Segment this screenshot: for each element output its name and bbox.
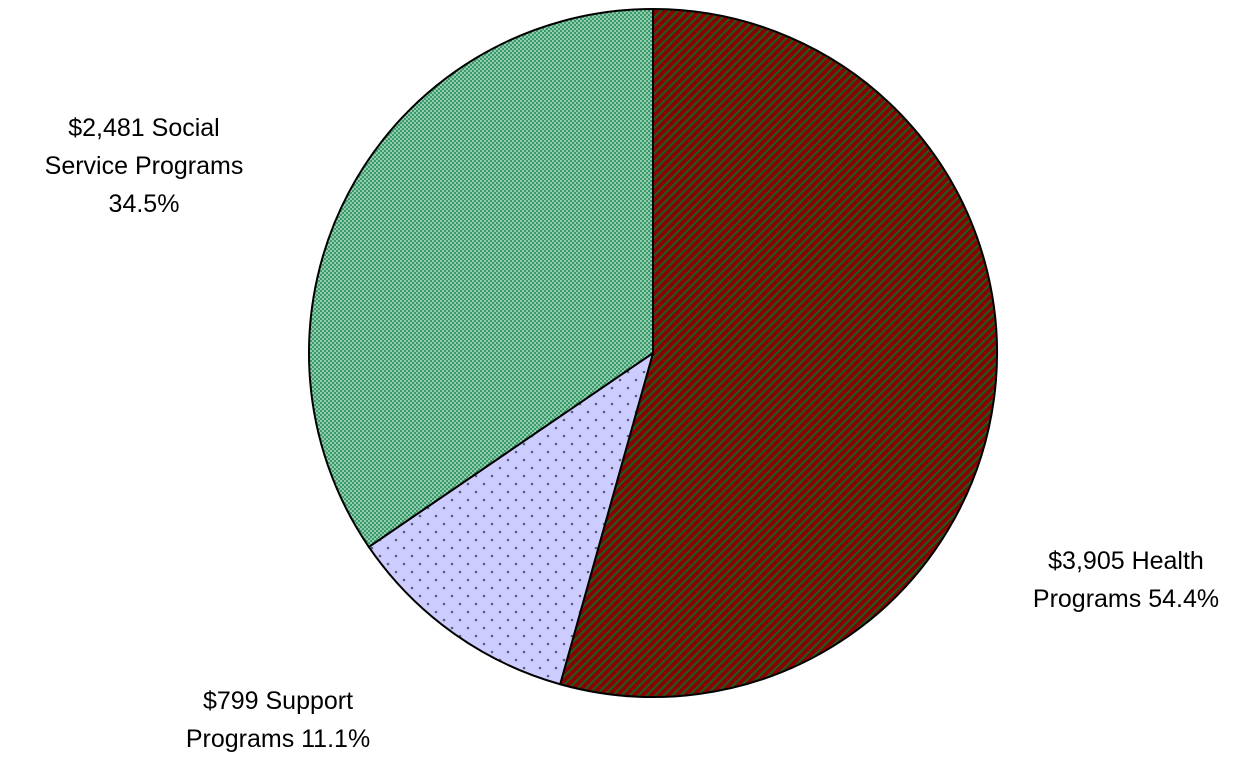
slice-label-health: $3,905 Health Programs 54.4% [1000, 542, 1252, 618]
slice-label-line: $3,905 Health [1048, 547, 1204, 575]
slice-label-line: Programs 11.1% [185, 725, 371, 753]
slice-label-line: Service Programs [44, 152, 244, 180]
pie-slices [308, 8, 998, 698]
slice-label-social-service: $2,481 Social Service Programs 34.5% [0, 109, 288, 223]
slice-label-line: $799 Support [202, 687, 354, 715]
slice-label-line: Programs 54.4% [1032, 585, 1220, 613]
pie-slice-health [559, 8, 998, 698]
slice-label-support: $799 Support Programs 11.1% [148, 682, 408, 758]
slice-label-line: $2,481 Social [68, 114, 220, 142]
pie-slice-support [367, 352, 654, 686]
slice-label-line: 34.5% [108, 190, 180, 218]
pie-slice-social [308, 8, 654, 548]
